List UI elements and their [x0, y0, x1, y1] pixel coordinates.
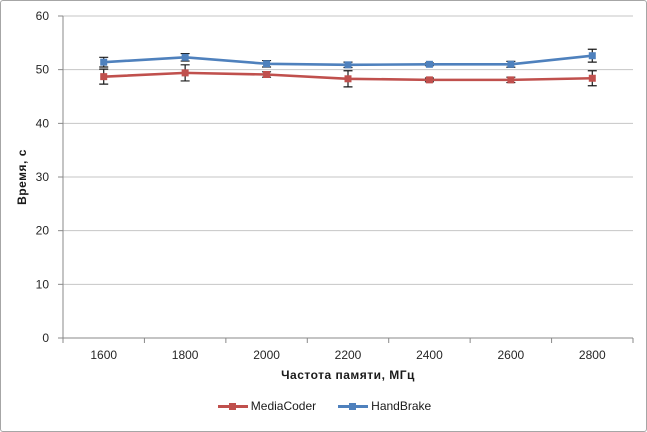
data-point-handbrake — [507, 60, 515, 68]
x-tick-label: 2400 — [416, 348, 443, 362]
y-tick-label: 50 — [36, 63, 50, 77]
handbrake-line-marker-icon — [338, 402, 369, 410]
data-point-mediacoder — [344, 75, 352, 83]
x-axis-title: Частота памяти, МГц — [281, 368, 415, 382]
data-point-handbrake — [263, 60, 271, 68]
y-axis-title: Время, с — [15, 149, 29, 205]
data-point-mediacoder — [588, 74, 596, 82]
y-tick-label: 0 — [42, 331, 49, 345]
y-tick-label: 60 — [36, 9, 50, 23]
y-tick-label: 10 — [36, 277, 50, 291]
data-point-handbrake — [344, 61, 352, 69]
y-tick-label: 40 — [36, 116, 50, 130]
data-point-mediacoder — [263, 70, 271, 78]
y-tick-label: 30 — [36, 170, 50, 184]
legend-item-handbrake: HandBrake — [338, 399, 431, 413]
data-point-handbrake — [425, 60, 433, 68]
x-tick-label: 2000 — [253, 348, 280, 362]
mediacoder-line-marker-icon — [217, 402, 248, 410]
data-point-mediacoder — [507, 76, 515, 84]
data-point-handbrake — [100, 58, 108, 66]
data-point-mediacoder — [181, 69, 189, 77]
x-tick-label: 2200 — [335, 348, 362, 362]
data-point-mediacoder — [100, 73, 108, 81]
data-point-handbrake — [588, 52, 596, 60]
x-tick-label: 1600 — [90, 348, 117, 362]
data-point-handbrake — [181, 53, 189, 61]
data-point-mediacoder — [425, 76, 433, 84]
x-tick-label: 2600 — [498, 348, 525, 362]
y-tick-label: 20 — [36, 224, 50, 238]
x-tick-label: 1800 — [172, 348, 199, 362]
x-tick-label: 2800 — [579, 348, 606, 362]
legend-label: MediaCoder — [250, 399, 317, 413]
legend-label: HandBrake — [371, 399, 432, 413]
legend-item-mediacoder: MediaCoder — [217, 399, 317, 413]
legend: MediaCoder HandBrake — [1, 399, 646, 413]
